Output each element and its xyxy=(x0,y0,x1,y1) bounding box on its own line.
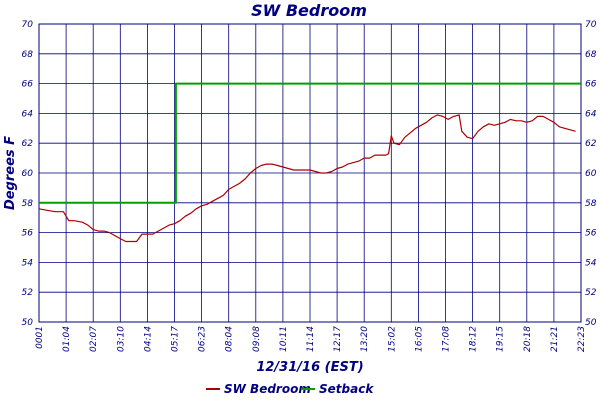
y-axis-title: Degrees F xyxy=(3,136,18,210)
y-tick-label: 58 xyxy=(585,199,597,209)
series-layer xyxy=(38,82,581,243)
y-tick-label: 60 xyxy=(22,169,34,179)
x-tick-label: 18:12 xyxy=(469,326,479,352)
legend-label: SW Bedroom xyxy=(224,382,311,396)
chart-title: SW Bedroom xyxy=(251,1,367,20)
x-axis: 0001 01:04 02:07 03:10 04:14 05:17 06:23 08:04 0… xyxy=(35,326,587,352)
y-axis-right: 50 52 54 56 58 60 62 64 66 68 70 xyxy=(585,20,597,328)
x-axis-title: 12/31/16 (EST) xyxy=(256,360,363,375)
chart-grid xyxy=(38,23,582,323)
series-line-sw-bedroom xyxy=(38,114,576,243)
x-tick-label: 02:07 xyxy=(89,326,99,352)
y-tick-label: 68 xyxy=(22,50,34,60)
chart-legend: SW Bedroom Setback xyxy=(206,382,374,396)
y-axis-left: 50 52 54 56 58 60 62 64 66 68 70 xyxy=(22,20,34,328)
y-tick-label: 70 xyxy=(585,20,597,30)
y-tick-label: 50 xyxy=(22,318,34,328)
x-tick-label: 01:04 xyxy=(62,326,72,352)
y-tick-label: 52 xyxy=(585,288,597,298)
x-tick-label: 21:21 xyxy=(550,326,560,352)
y-tick-label: 62 xyxy=(22,139,34,149)
x-tick-label: 22:23 xyxy=(577,326,587,352)
x-tick-label: 0001 xyxy=(35,326,45,349)
x-tick-label: 16:05 xyxy=(414,326,424,352)
y-tick-label: 64 xyxy=(22,109,34,119)
x-tick-label: 20:18 xyxy=(523,326,533,352)
x-tick-label: 15:02 xyxy=(387,326,397,352)
y-tick-label: 56 xyxy=(22,229,34,239)
y-tick-label: 66 xyxy=(22,80,34,90)
legend-label: Setback xyxy=(319,382,374,396)
y-tick-label: 56 xyxy=(585,229,597,239)
x-tick-label: 13:20 xyxy=(360,326,370,352)
y-tick-label: 50 xyxy=(585,318,597,328)
y-tick-label: 70 xyxy=(22,20,34,30)
x-tick-label: 05:17 xyxy=(171,326,181,352)
x-tick-label: 11:14 xyxy=(306,326,316,352)
x-tick-label: 17:08 xyxy=(442,326,452,352)
y-tick-label: 64 xyxy=(585,109,597,119)
x-tick-label: 12:17 xyxy=(333,326,343,352)
y-tick-label: 62 xyxy=(585,139,597,149)
y-tick-label: 58 xyxy=(22,199,34,209)
y-tick-label: 54 xyxy=(22,258,34,268)
x-tick-label: 19:15 xyxy=(496,326,506,352)
y-tick-label: 52 xyxy=(22,288,34,298)
x-tick-label: 08:04 xyxy=(225,326,235,352)
y-tick-label: 68 xyxy=(585,50,597,60)
y-tick-label: 60 xyxy=(585,169,597,179)
x-tick-label: 03:10 xyxy=(116,326,126,352)
x-tick-label: 06:23 xyxy=(198,326,208,352)
y-tick-label: 66 xyxy=(585,80,597,90)
series-line-setback xyxy=(39,82,581,204)
x-tick-label: 09:08 xyxy=(252,326,262,352)
x-tick-label: 10:11 xyxy=(279,326,289,352)
y-tick-label: 54 xyxy=(585,258,597,268)
x-tick-label: 04:14 xyxy=(143,326,153,352)
